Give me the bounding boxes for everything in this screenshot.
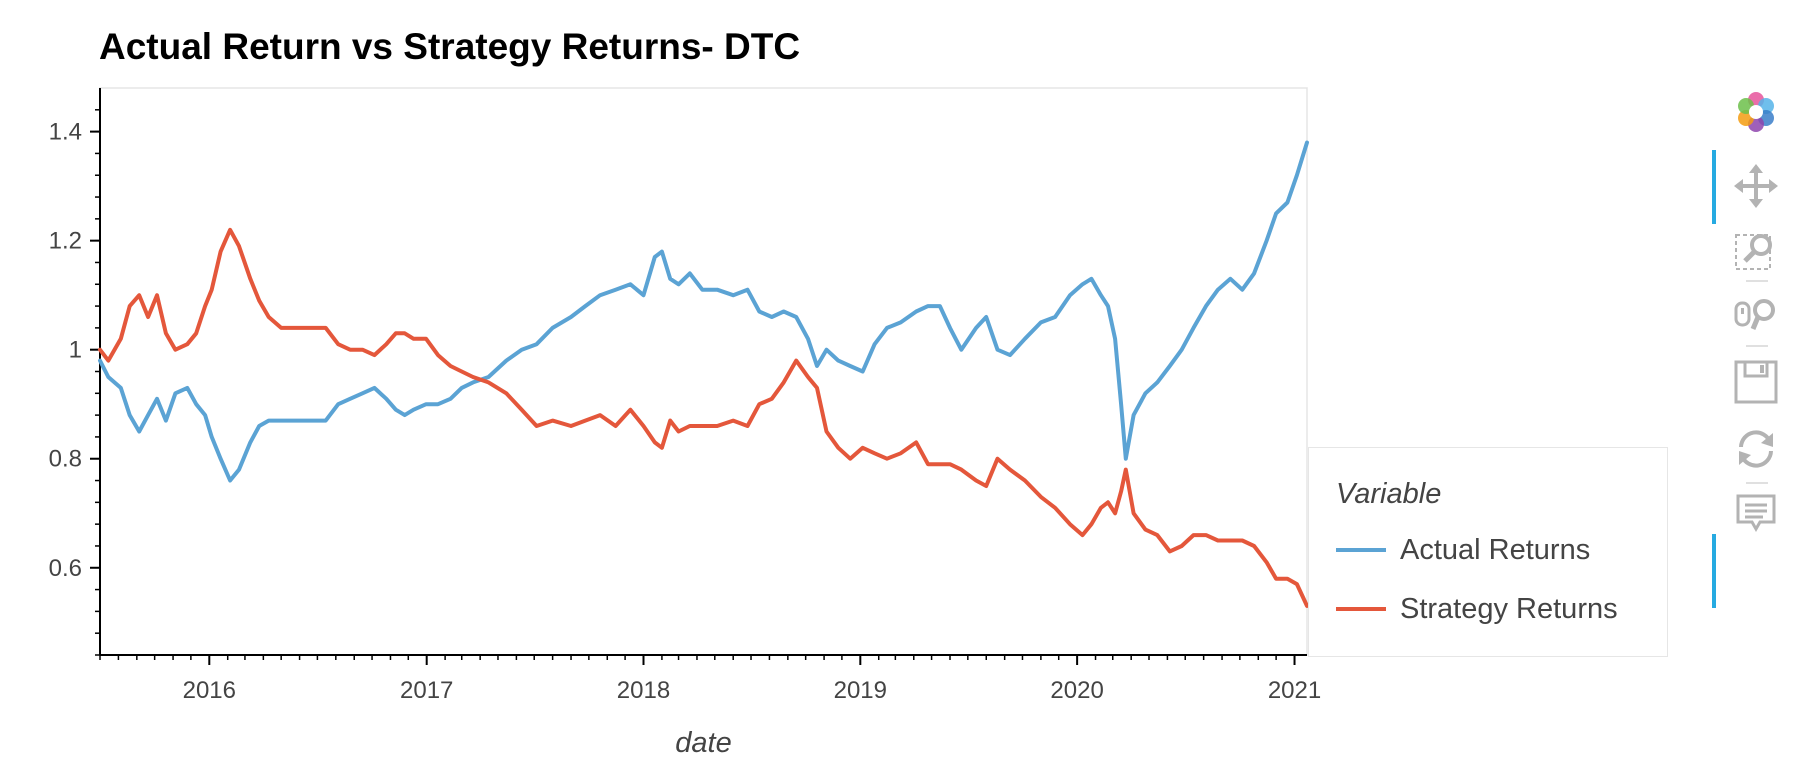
x-axis-label: date xyxy=(675,727,731,759)
series-line-actual-returns[interactable] xyxy=(98,140,1309,483)
legend-label-actual-returns: Actual Returns xyxy=(1400,533,1591,566)
legend-item-strategy-returns[interactable]: Strategy Returns xyxy=(1336,589,1618,629)
x-tick-label: 2017 xyxy=(400,677,453,704)
y-tick-label: 1 xyxy=(69,337,82,364)
legend-label-strategy-returns: Strategy Returns xyxy=(1400,592,1618,625)
y-tick-label: 0.6 xyxy=(49,555,82,582)
y-tick-label: 0.8 xyxy=(49,446,82,473)
y-tick-label: 1.4 xyxy=(49,119,82,146)
hover-tool-active-indicator xyxy=(1712,534,1716,608)
y-tick-label: 1.2 xyxy=(49,228,82,255)
toolbar-divider xyxy=(1746,280,1768,282)
save-icon[interactable] xyxy=(1730,356,1782,408)
toolbar-divider xyxy=(1746,345,1768,347)
legend-item-actual-returns[interactable]: Actual Returns xyxy=(1336,530,1590,570)
legend-title: Variable xyxy=(1336,478,1442,510)
legend-swatch-actual-returns xyxy=(1336,548,1386,552)
chart-title: Actual Return vs Strategy Returns- DTC xyxy=(99,26,801,67)
plot-area xyxy=(99,87,1308,656)
toolbar-divider xyxy=(1746,482,1768,484)
wheel-zoom-icon[interactable] xyxy=(1730,290,1782,342)
pan-tool-active-indicator xyxy=(1712,150,1716,224)
legend: Variable Actual Returns Strategy Returns xyxy=(1308,447,1668,657)
hover-icon[interactable] xyxy=(1730,488,1782,540)
legend-swatch-strategy-returns xyxy=(1336,607,1386,611)
chart-toolbar xyxy=(1712,80,1792,640)
reset-icon[interactable] xyxy=(1730,422,1782,474)
x-tick-label: 2021 xyxy=(1268,677,1321,704)
x-tick-label: 2020 xyxy=(1050,677,1103,704)
box-zoom-icon[interactable] xyxy=(1730,226,1782,278)
bokeh-logo-icon[interactable] xyxy=(1730,86,1782,138)
x-tick-label: 2016 xyxy=(183,677,236,704)
x-tick-label: 2018 xyxy=(617,677,670,704)
x-tick-label: 2019 xyxy=(834,677,887,704)
series-line-strategy-returns[interactable] xyxy=(98,227,1309,608)
pan-icon[interactable] xyxy=(1730,160,1782,212)
